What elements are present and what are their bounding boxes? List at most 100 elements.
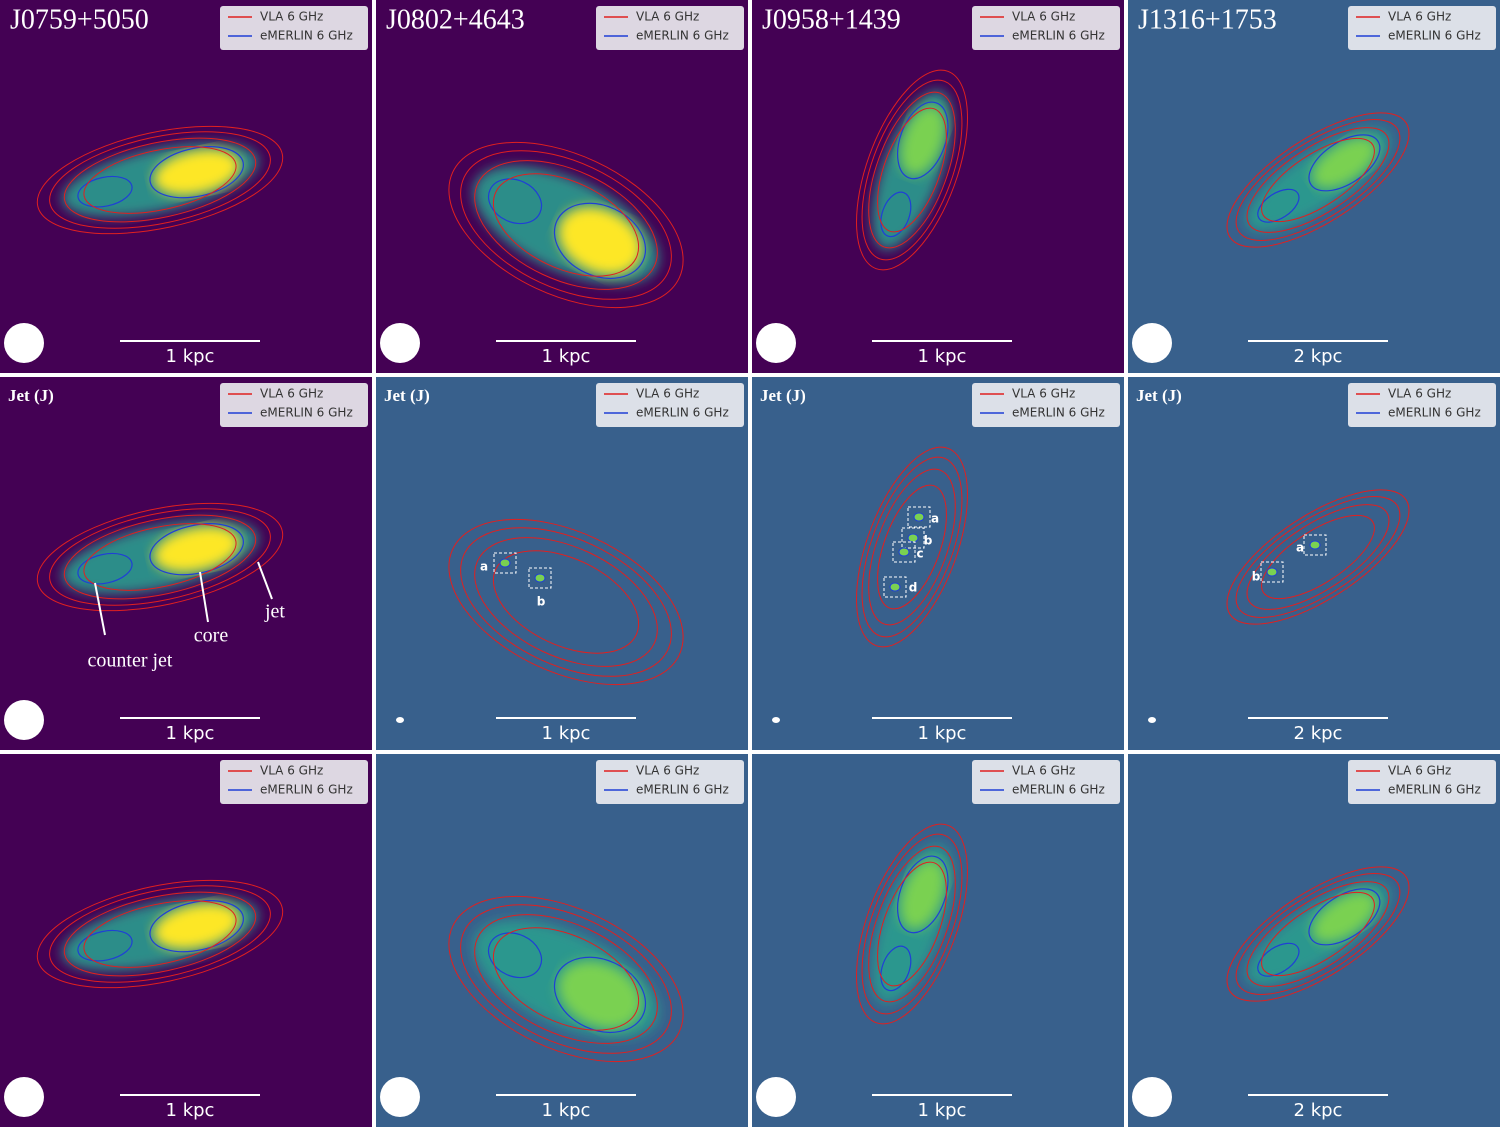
red-contour — [877, 861, 947, 987]
red-contour — [83, 523, 237, 591]
legend-label: VLA 6 GHz — [260, 387, 323, 401]
annotation: a — [480, 560, 488, 574]
blue-contour — [880, 945, 912, 992]
legend-box — [596, 383, 744, 427]
scale-bar-label: 2 kpc — [1294, 346, 1343, 367]
component-box — [883, 576, 907, 598]
red-contour — [460, 527, 672, 677]
emission-core — [1311, 137, 1377, 189]
legend-label: VLA 6 GHz — [1012, 10, 1075, 24]
emission-core — [899, 859, 946, 930]
red-contour — [460, 904, 672, 1054]
emission — [856, 823, 968, 1025]
annotation-arrow — [199, 571, 209, 623]
annotation-arrow — [94, 582, 106, 636]
source-name: J1316+1753 — [1138, 4, 1277, 35]
component-box — [907, 506, 931, 528]
component-box — [901, 527, 925, 549]
red-contour — [1261, 137, 1375, 223]
legend-label: eMERLIN 6 GHz — [636, 29, 729, 43]
blue-contour — [897, 101, 949, 180]
panel: VLA 6 GHz eMERLIN 6 GHz Jet (J) 2 kpc a b — [1128, 377, 1500, 750]
scale-bar-label: 1 kpc — [542, 723, 591, 744]
emission-core — [153, 903, 240, 950]
red-contour — [861, 456, 963, 638]
red-contour — [1246, 127, 1390, 233]
red-contour — [1226, 866, 1410, 1002]
legend-label: eMERLIN 6 GHz — [1388, 29, 1481, 43]
annotation: d — [909, 581, 918, 595]
beam — [1132, 1077, 1172, 1117]
panel: VLA 6 GHz eMERLIN 6 GHz 1 kpc — [0, 754, 372, 1127]
emission — [36, 125, 284, 235]
component — [534, 573, 546, 583]
red-contour — [492, 173, 640, 277]
blue-contour — [1257, 942, 1300, 977]
source-name: J0958+1439 — [762, 4, 901, 35]
panel-label: Jet (J) — [8, 386, 54, 405]
panel-background — [752, 754, 1124, 1127]
red-contour — [492, 927, 640, 1031]
red-contour — [36, 125, 284, 235]
legend-label: VLA 6 GHz — [1012, 387, 1075, 401]
scale-bar-label: 1 kpc — [918, 346, 967, 367]
annotation: counter jet — [88, 650, 173, 672]
emission-core — [153, 149, 240, 196]
red-contour — [868, 845, 956, 1003]
blue-contour — [77, 929, 133, 962]
red-contour — [1246, 881, 1390, 987]
red-contour — [474, 914, 658, 1044]
component — [499, 558, 511, 568]
panel: VLA 6 GHz eMERLIN 6 GHz 2 kpc — [1128, 754, 1500, 1127]
legend-box — [220, 383, 368, 427]
red-contour — [83, 900, 237, 968]
scale-bar-label: 1 kpc — [166, 723, 215, 744]
annotation: b — [537, 595, 546, 609]
red-contour — [868, 91, 956, 249]
blue-contour — [149, 900, 245, 953]
component — [1309, 540, 1321, 550]
blue-contour — [880, 191, 912, 238]
legend-label: eMERLIN 6 GHz — [260, 29, 353, 43]
legend-box — [972, 383, 1120, 427]
legend-label: VLA 6 GHz — [1388, 387, 1451, 401]
red-contour — [49, 131, 271, 229]
beam — [396, 717, 404, 723]
red-contour — [1226, 489, 1410, 625]
legend-label: VLA 6 GHz — [636, 387, 699, 401]
panel: VLA 6 GHz eMERLIN 6 GHz Jet (J) 1 kpc counte… — [0, 377, 372, 750]
component-box — [1260, 561, 1284, 583]
scale-bar-label: 2 kpc — [1294, 723, 1343, 744]
panel-background — [752, 377, 1124, 750]
red-contour — [49, 508, 271, 606]
beam — [4, 1077, 44, 1117]
emission — [448, 895, 684, 1063]
legend-label: VLA 6 GHz — [1388, 764, 1451, 778]
panel-label: Jet (J) — [760, 386, 806, 405]
blue-contour — [553, 956, 647, 1033]
scale-bar-label: 1 kpc — [918, 723, 967, 744]
panel: VLA 6 GHz eMERLIN 6 GHz J0802+4643 1 kpc — [376, 0, 748, 373]
scale-bar-label: 1 kpc — [542, 346, 591, 367]
emission — [36, 879, 284, 989]
legend-label: eMERLIN 6 GHz — [636, 783, 729, 797]
legend-label: eMERLIN 6 GHz — [1388, 783, 1481, 797]
beam — [1148, 717, 1156, 723]
beam — [772, 717, 780, 723]
panel-background — [376, 377, 748, 750]
legend-box — [1348, 383, 1496, 427]
red-contour — [36, 879, 284, 989]
red-contour — [36, 502, 284, 612]
emission — [36, 502, 284, 612]
blue-contour — [553, 202, 647, 279]
emission — [448, 518, 684, 686]
red-contour — [460, 150, 672, 300]
blue-contour — [1257, 188, 1300, 223]
beam — [4, 323, 44, 363]
panel: VLA 6 GHz eMERLIN 6 GHz 1 kpc — [752, 754, 1124, 1127]
legend-label: VLA 6 GHz — [636, 10, 699, 24]
red-contour — [877, 107, 947, 233]
emission — [1226, 112, 1410, 248]
source-name: J0802+4643 — [386, 4, 525, 35]
red-contour — [877, 484, 947, 610]
